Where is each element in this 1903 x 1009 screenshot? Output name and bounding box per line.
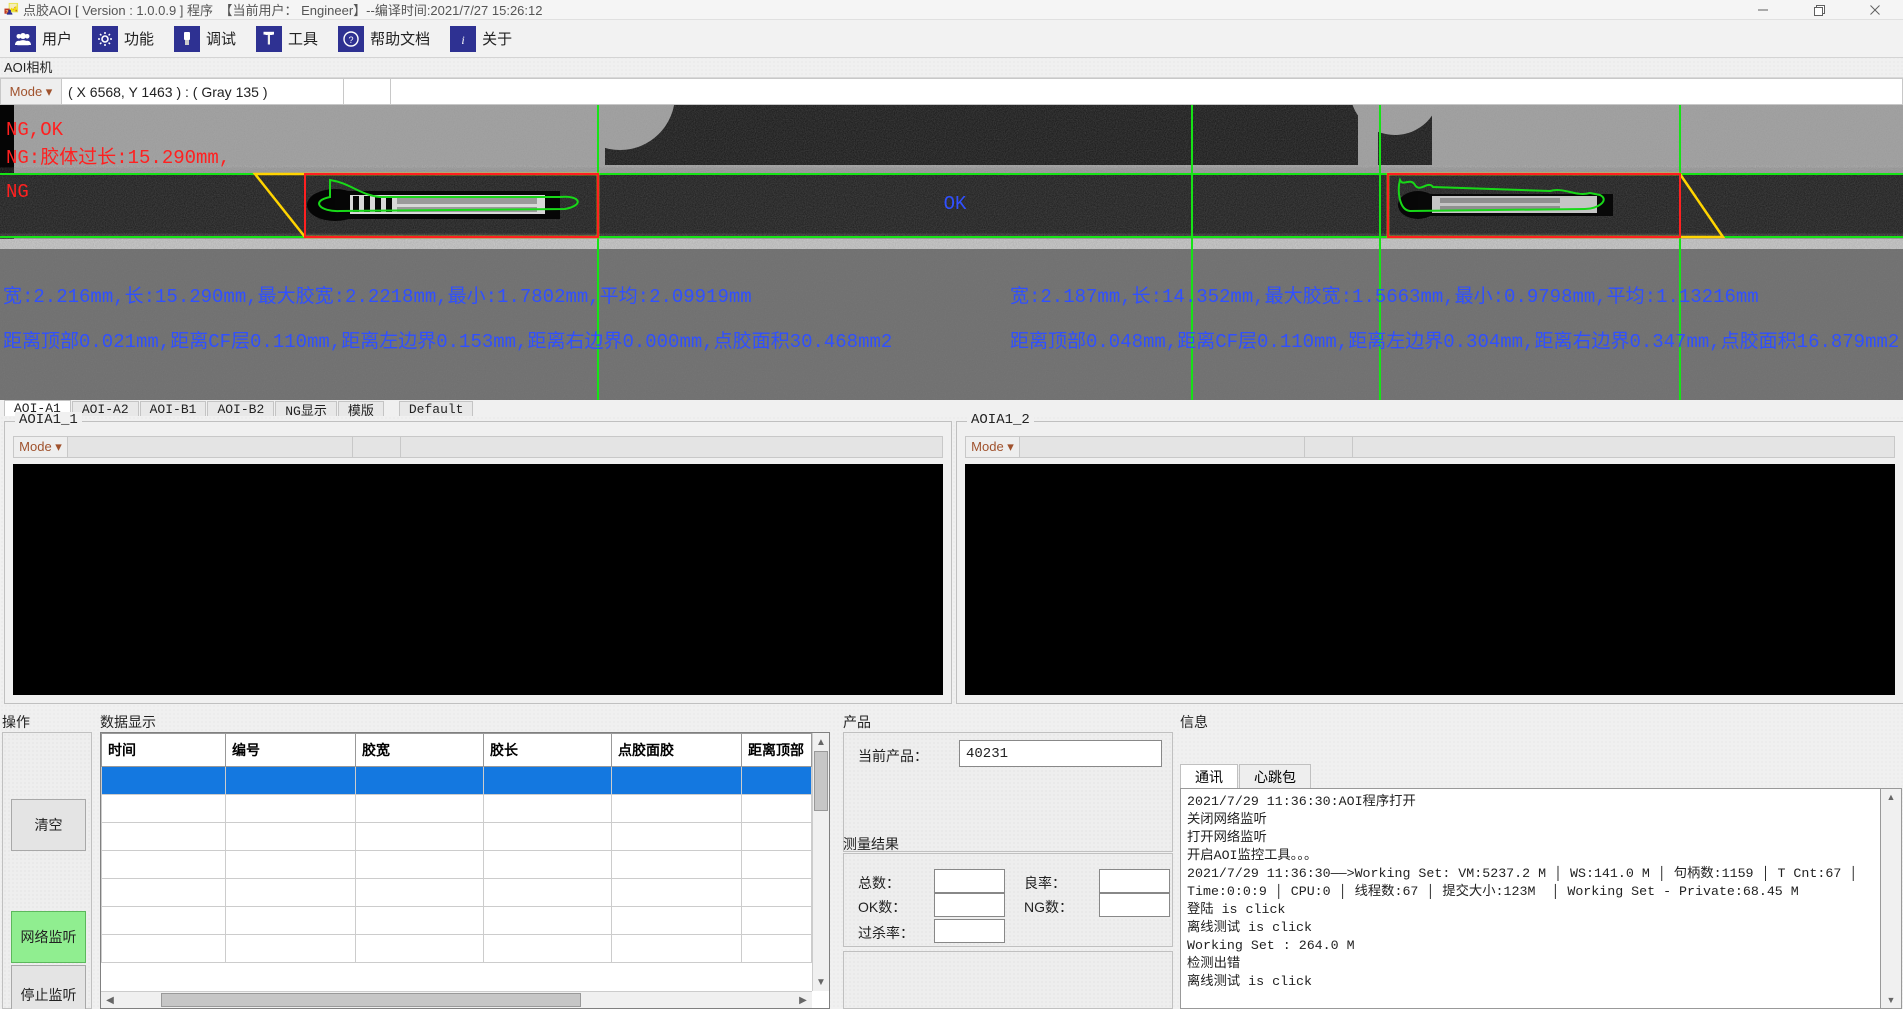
svg-text:宽:2.187mm,长:14.352mm,最大胶宽:1.56: 宽:2.187mm,长:14.352mm,最大胶宽:1.5663mm,最小:0.… [1010,285,1759,308]
svg-text:NG,OK: NG,OK [6,119,64,141]
svg-text:OK: OK [944,193,967,215]
svg-text:距离顶部0.048mm,距离CF层0.110mm,距离左边界: 距离顶部0.048mm,距离CF层0.110mm,距离左边界0.304mm,距离… [1010,330,1899,353]
svg-text:NG:胶体过长:15.290mm,: NG:胶体过长:15.290mm, [6,146,230,169]
svg-text:?: ? [349,35,354,45]
svg-text:i: i [461,33,464,47]
svg-text:距离顶部0.021mm,距离CF层0.110mm,距离左边界: 距离顶部0.021mm,距离CF层0.110mm,距离左边界0.153mm,距离… [3,330,892,353]
svg-text:宽:2.216mm,长:15.290mm,最大胶宽:2.22: 宽:2.216mm,长:15.290mm,最大胶宽:2.2218mm,最小:1.… [3,285,752,308]
svg-text:NG: NG [6,181,29,203]
